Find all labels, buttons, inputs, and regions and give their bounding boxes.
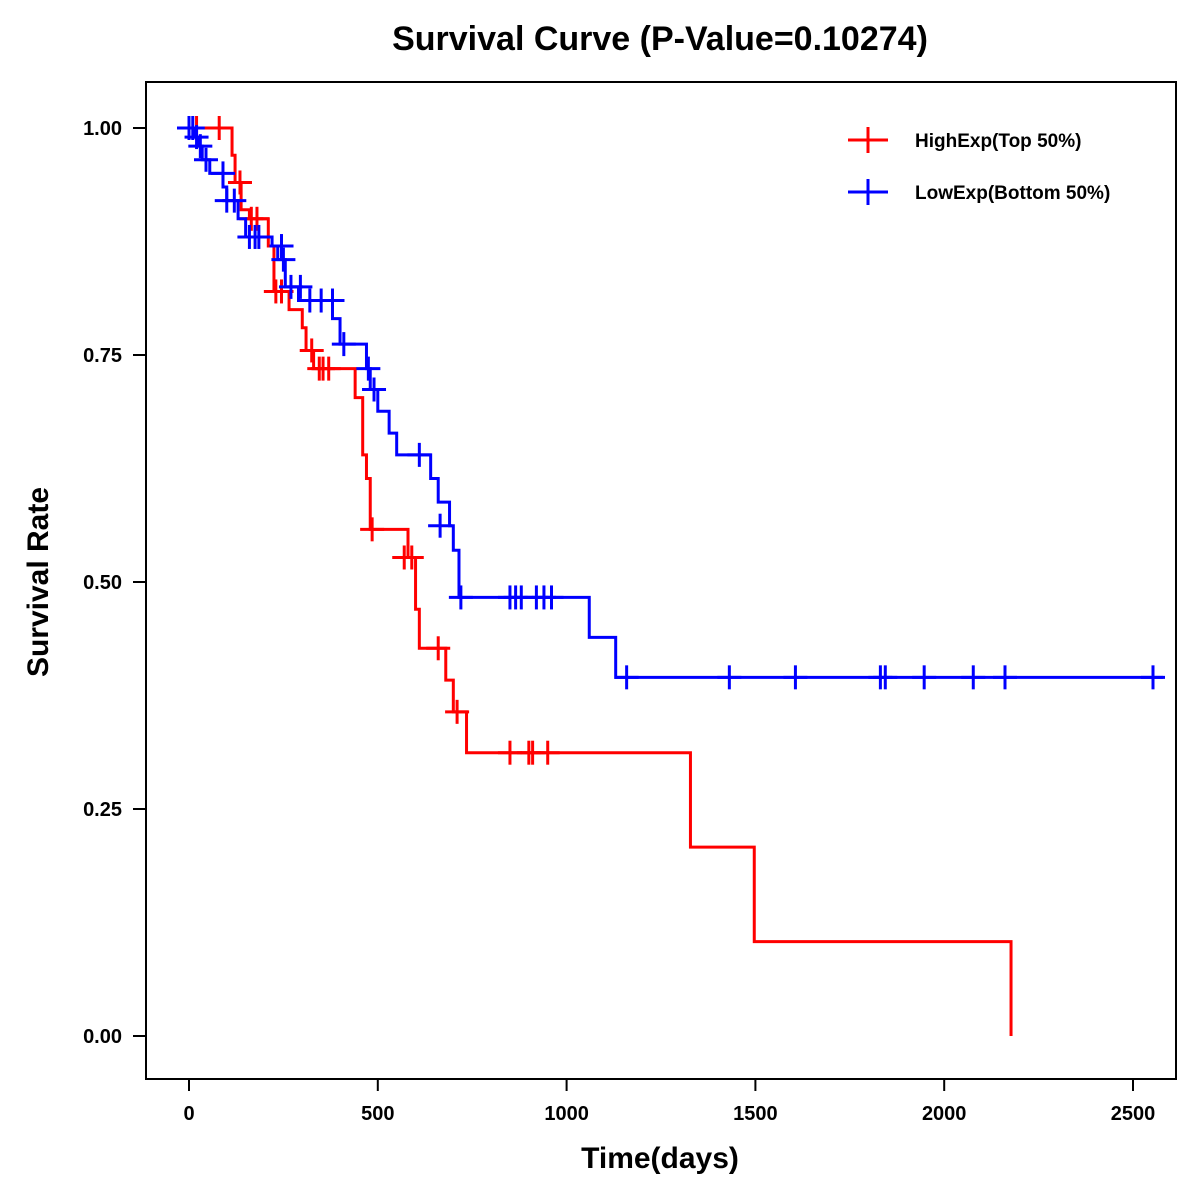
censor-mark [320,288,345,313]
censor-mark [407,442,432,467]
censor-mark [614,665,639,690]
censor-mark [717,665,742,690]
censor-mark [873,665,898,690]
legend-item: HighExp(Top 50%) [848,127,1081,153]
x-axis: 0 500 1000 1500 2000 2500 [183,1079,1155,1125]
censor-mark [316,356,341,381]
censor-mark [1141,665,1166,690]
censor-mark [193,147,218,172]
y-tick-label: 1.00 [83,118,122,140]
censor-mark [288,274,313,299]
censor-mark [210,161,235,186]
chart-title: Survival Curve (P-Value=0.10274) [392,20,928,58]
censor-mark [535,740,560,765]
censor-mark [961,665,986,690]
series-low-exp [177,116,1166,690]
legend: HighExp(Top 50%) LowExp(Bottom 50%) [848,127,1110,205]
x-axis-label: Time(days) [581,1142,739,1175]
censor-mark [428,513,453,538]
censor-mark [331,332,356,357]
x-tick-label: 1500 [733,1103,778,1125]
x-tick-label: 0 [183,1103,194,1125]
y-axis-label: Survival Rate [22,487,55,677]
x-tick-label: 2000 [922,1103,967,1125]
y-tick-label: 0.00 [83,1026,122,1048]
x-tick-label: 1000 [544,1103,589,1125]
censor-mark [269,234,294,259]
censor-mark [271,247,296,272]
censor-mark [992,665,1017,690]
x-tick-label: 2500 [1111,1103,1156,1125]
censor-mark [207,116,232,140]
censor-mark [399,545,424,570]
censor-mark [246,224,271,249]
censor-mark [227,170,252,195]
censor-mark [448,585,473,610]
censor-mark [783,665,808,690]
y-tick-label: 0.50 [83,572,122,594]
censor-mark [188,134,213,159]
censor-mark [362,377,387,402]
legend-label: LowExp(Bottom 50%) [915,183,1110,204]
censor-mark [539,585,564,610]
x-tick-label: 500 [361,1103,394,1125]
censor-mark [912,665,937,690]
censor-mark [426,636,451,661]
plot-area [145,81,1177,1080]
censor-mark [299,338,324,363]
censor-mark [244,206,269,231]
censor-mark [360,517,385,542]
censor-mark [445,699,470,724]
y-tick-label: 0.25 [83,799,122,821]
y-tick-label: 0.75 [83,345,122,367]
legend-item: LowExp(Bottom 50%) [848,179,1110,205]
censor-mark [356,356,381,381]
legend-label: HighExp(Top 50%) [915,131,1081,152]
censor-mark [222,188,247,213]
y-axis: 0.00 0.25 0.50 0.75 1.00 [83,118,146,1048]
series-layer [177,116,1166,1036]
